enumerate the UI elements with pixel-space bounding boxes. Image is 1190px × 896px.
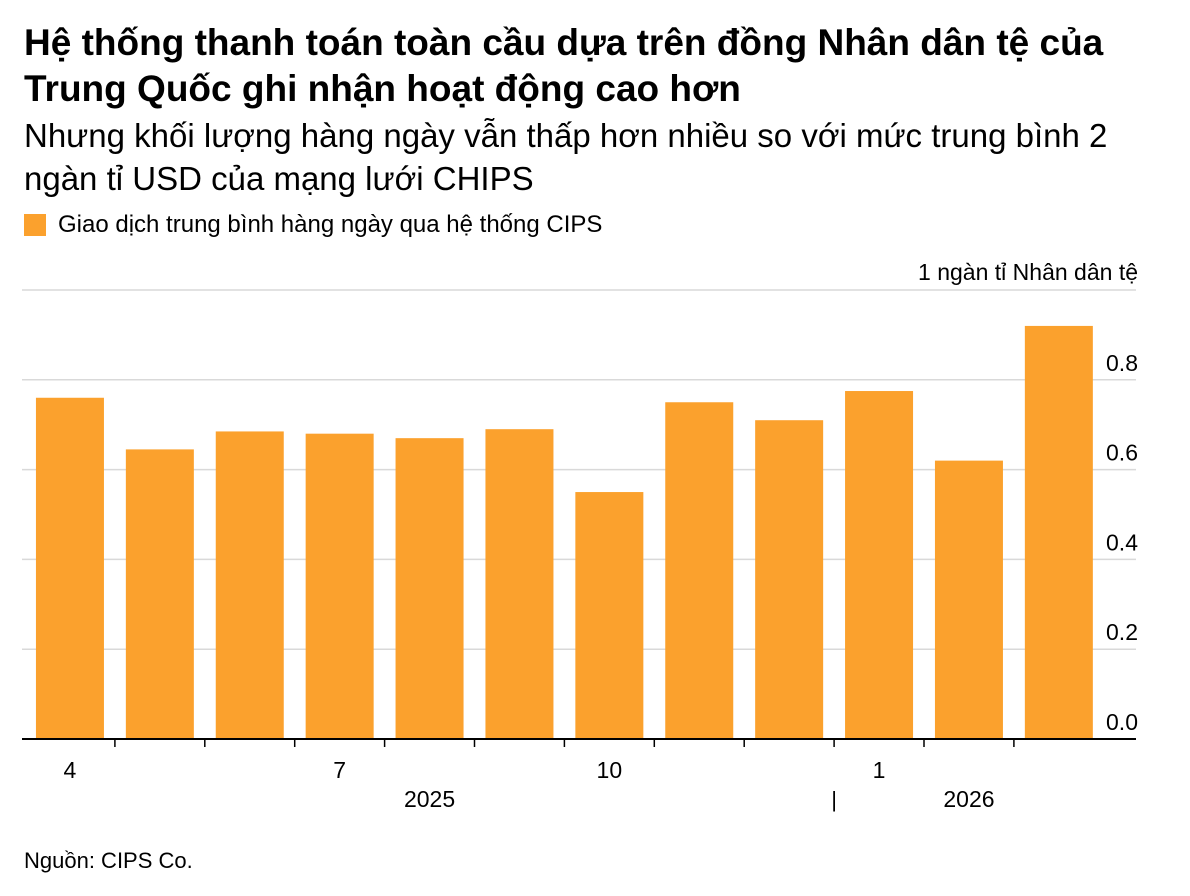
bar-8 xyxy=(395,438,464,739)
year-label-2026: 2026 xyxy=(943,786,994,812)
legend: Giao dịch trung bình hàng ngày qua hệ th… xyxy=(24,210,602,240)
year-divider: | xyxy=(831,787,837,812)
bar-5 xyxy=(125,449,194,739)
bar-11 xyxy=(665,402,734,739)
bar-2 xyxy=(934,460,1003,739)
y-tick-label-3: 0.6 xyxy=(1106,440,1138,466)
bar-7 xyxy=(305,433,374,739)
bar-4 xyxy=(35,397,104,739)
x-tick-label-4: 4 xyxy=(64,757,77,783)
chart-subtitle: Nhưng khối lượng hàng ngày vẫn thấp hơn … xyxy=(24,117,1108,197)
y-unit-label: 1 ngàn tỉ Nhân dân tệ xyxy=(918,259,1138,285)
bar-10 xyxy=(575,492,644,739)
bar-9 xyxy=(485,429,554,739)
year-label-2025: 2025 xyxy=(404,786,455,812)
y-tick-label-0: 0.0 xyxy=(1106,709,1138,735)
chart-title: Hệ thống thanh toán toàn cầu dựa trên đồ… xyxy=(24,22,1104,109)
bar-1 xyxy=(845,391,914,739)
y-tick-label-2: 0.4 xyxy=(1106,529,1138,555)
source-note: Nguồn: CIPS Co. xyxy=(24,848,193,873)
bar-3 xyxy=(1024,325,1093,739)
bar-12 xyxy=(755,420,824,739)
x-tick-label-7: 7 xyxy=(333,757,346,783)
legend-swatch xyxy=(24,214,46,236)
y-tick-label-4: 0.8 xyxy=(1106,350,1138,376)
y-tick-label-1: 0.2 xyxy=(1106,619,1138,645)
bar-6 xyxy=(215,431,284,739)
x-tick-label-10: 10 xyxy=(597,757,623,783)
legend-label: Giao dịch trung bình hàng ngày qua hệ th… xyxy=(58,211,603,238)
x-tick-label-1: 1 xyxy=(873,757,886,783)
